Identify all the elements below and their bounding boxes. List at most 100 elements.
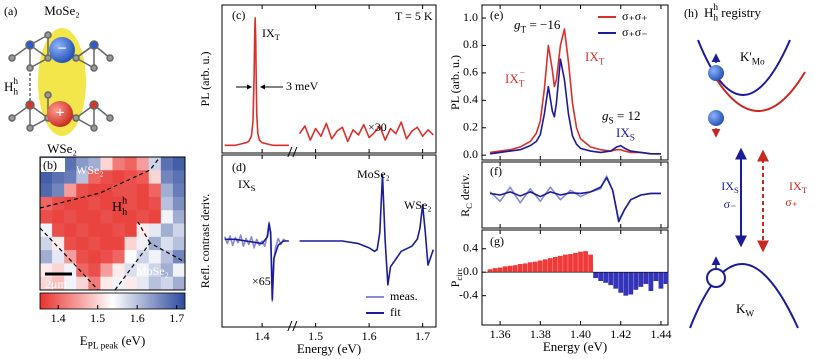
bar	[512, 265, 518, 273]
y-tick-label: 0.0	[463, 264, 478, 278]
text-part: 3 meV	[286, 79, 319, 93]
heatmap-cell	[172, 210, 186, 224]
heatmap-cell	[172, 276, 186, 291]
heatmap-cell	[160, 183, 174, 198]
y-tick-label: -0.4	[459, 287, 478, 301]
heatmap-cell	[172, 223, 186, 238]
annotation: WSe₂	[404, 198, 432, 212]
bar	[608, 272, 614, 286]
y-tick-label: 0.0	[463, 147, 478, 161]
colorbar-tick-label: 1.7	[169, 311, 184, 325]
text-part: h	[122, 207, 127, 218]
heatmap-cell	[112, 276, 125, 291]
y-tick-label: 0.2	[463, 120, 478, 134]
heatmap-cell	[40, 196, 53, 211]
text-part: H	[4, 79, 13, 94]
heatmap-cell	[100, 210, 113, 224]
y-axis-label: Pcirc	[448, 268, 464, 288]
bar	[532, 261, 538, 273]
bar	[558, 255, 563, 273]
heatmap-cell	[124, 236, 137, 251]
panel-a-schematic	[8, 28, 114, 136]
heatmap-cell	[124, 223, 137, 238]
heatmap-cell	[100, 183, 113, 198]
panel-label: (e)	[490, 8, 503, 22]
annotation: 3 meV	[286, 79, 319, 93]
text-part: h	[713, 3, 718, 13]
heatmap-cell	[136, 183, 150, 198]
text-part: T	[275, 32, 281, 42]
x-tick-label: 1.6	[362, 329, 377, 343]
heatmap-cell	[124, 276, 137, 291]
legend-label: σ₊σ₋	[622, 25, 648, 39]
heatmap-cell	[88, 223, 101, 238]
heatmap-cell	[148, 250, 162, 264]
text-part: = −16	[526, 17, 561, 32]
heatmap-cell	[172, 236, 186, 251]
annotation: gS = 12	[602, 108, 641, 127]
bar	[593, 272, 598, 279]
x-axis-label: Energy (eV)	[297, 341, 361, 356]
heatmap-cell	[88, 276, 101, 291]
heatmap-cell	[76, 223, 89, 238]
bar	[502, 266, 508, 273]
annotation: IXT−	[505, 69, 525, 89]
data-line	[224, 173, 435, 301]
text-part: T	[521, 26, 527, 36]
x-tick-label: 1.5	[308, 329, 323, 343]
heatmap-cell	[160, 210, 174, 224]
y-axis-label: Refl. contrast deriv.	[198, 194, 212, 289]
text-part: g	[602, 108, 609, 123]
heatmap-cell	[88, 250, 101, 264]
heatmap-cell	[64, 236, 77, 251]
heatmap-cell	[40, 210, 53, 224]
text-part: S	[630, 134, 635, 144]
heatmap-cell	[40, 236, 53, 251]
y-axis-label: RC deriv.	[458, 173, 474, 217]
text-part: 2μm	[45, 277, 67, 291]
text-part: MoSe₂	[357, 167, 390, 181]
text-part: P	[448, 280, 462, 287]
text-part: IX	[238, 177, 251, 191]
heatmap-cell	[124, 196, 137, 211]
data-line	[489, 58, 661, 155]
bar	[603, 272, 609, 283]
text-part: h	[713, 14, 718, 24]
heatmap-cell	[40, 170, 53, 184]
panel-label-box	[41, 158, 65, 172]
annotation: MoSe₂	[136, 264, 169, 278]
annotation: WSe₂	[76, 163, 104, 177]
annotation: 2μm	[45, 277, 67, 291]
transition-label: IXT	[789, 179, 808, 195]
heatmap-cell	[136, 263, 150, 277]
transition-label: σ₋	[724, 197, 737, 211]
text-part: IX	[585, 49, 599, 64]
bar	[613, 272, 619, 289]
heatmap-cell	[76, 170, 89, 184]
text-part: circ	[454, 268, 464, 281]
heatmap-cell	[64, 157, 77, 171]
heatmap-cell	[88, 263, 101, 277]
heatmap-cell	[64, 183, 77, 198]
bar	[638, 272, 644, 287]
heatmap-cell	[136, 196, 150, 211]
heatmap-cell	[148, 223, 162, 238]
panel-label: (d)	[232, 160, 246, 174]
heatmap-cell	[172, 157, 186, 171]
y-tick-label: 0.4	[463, 241, 478, 255]
heatmap-cell	[64, 210, 77, 224]
heatmap-cell	[100, 276, 113, 291]
heatmap-cell	[124, 250, 137, 264]
panel-label: (c)	[232, 8, 245, 22]
x-tick-label: 1.4	[255, 329, 270, 343]
heatmap-cell	[148, 196, 162, 211]
heatmap-cell	[160, 157, 174, 171]
heatmap-cell	[100, 157, 113, 171]
annotation: ×65	[252, 274, 271, 288]
text-part: WSe₂	[76, 163, 104, 177]
bar	[658, 272, 664, 289]
heatmap-cell	[136, 250, 150, 264]
heatmap-cell	[76, 263, 89, 277]
band-diagram	[689, 39, 806, 329]
